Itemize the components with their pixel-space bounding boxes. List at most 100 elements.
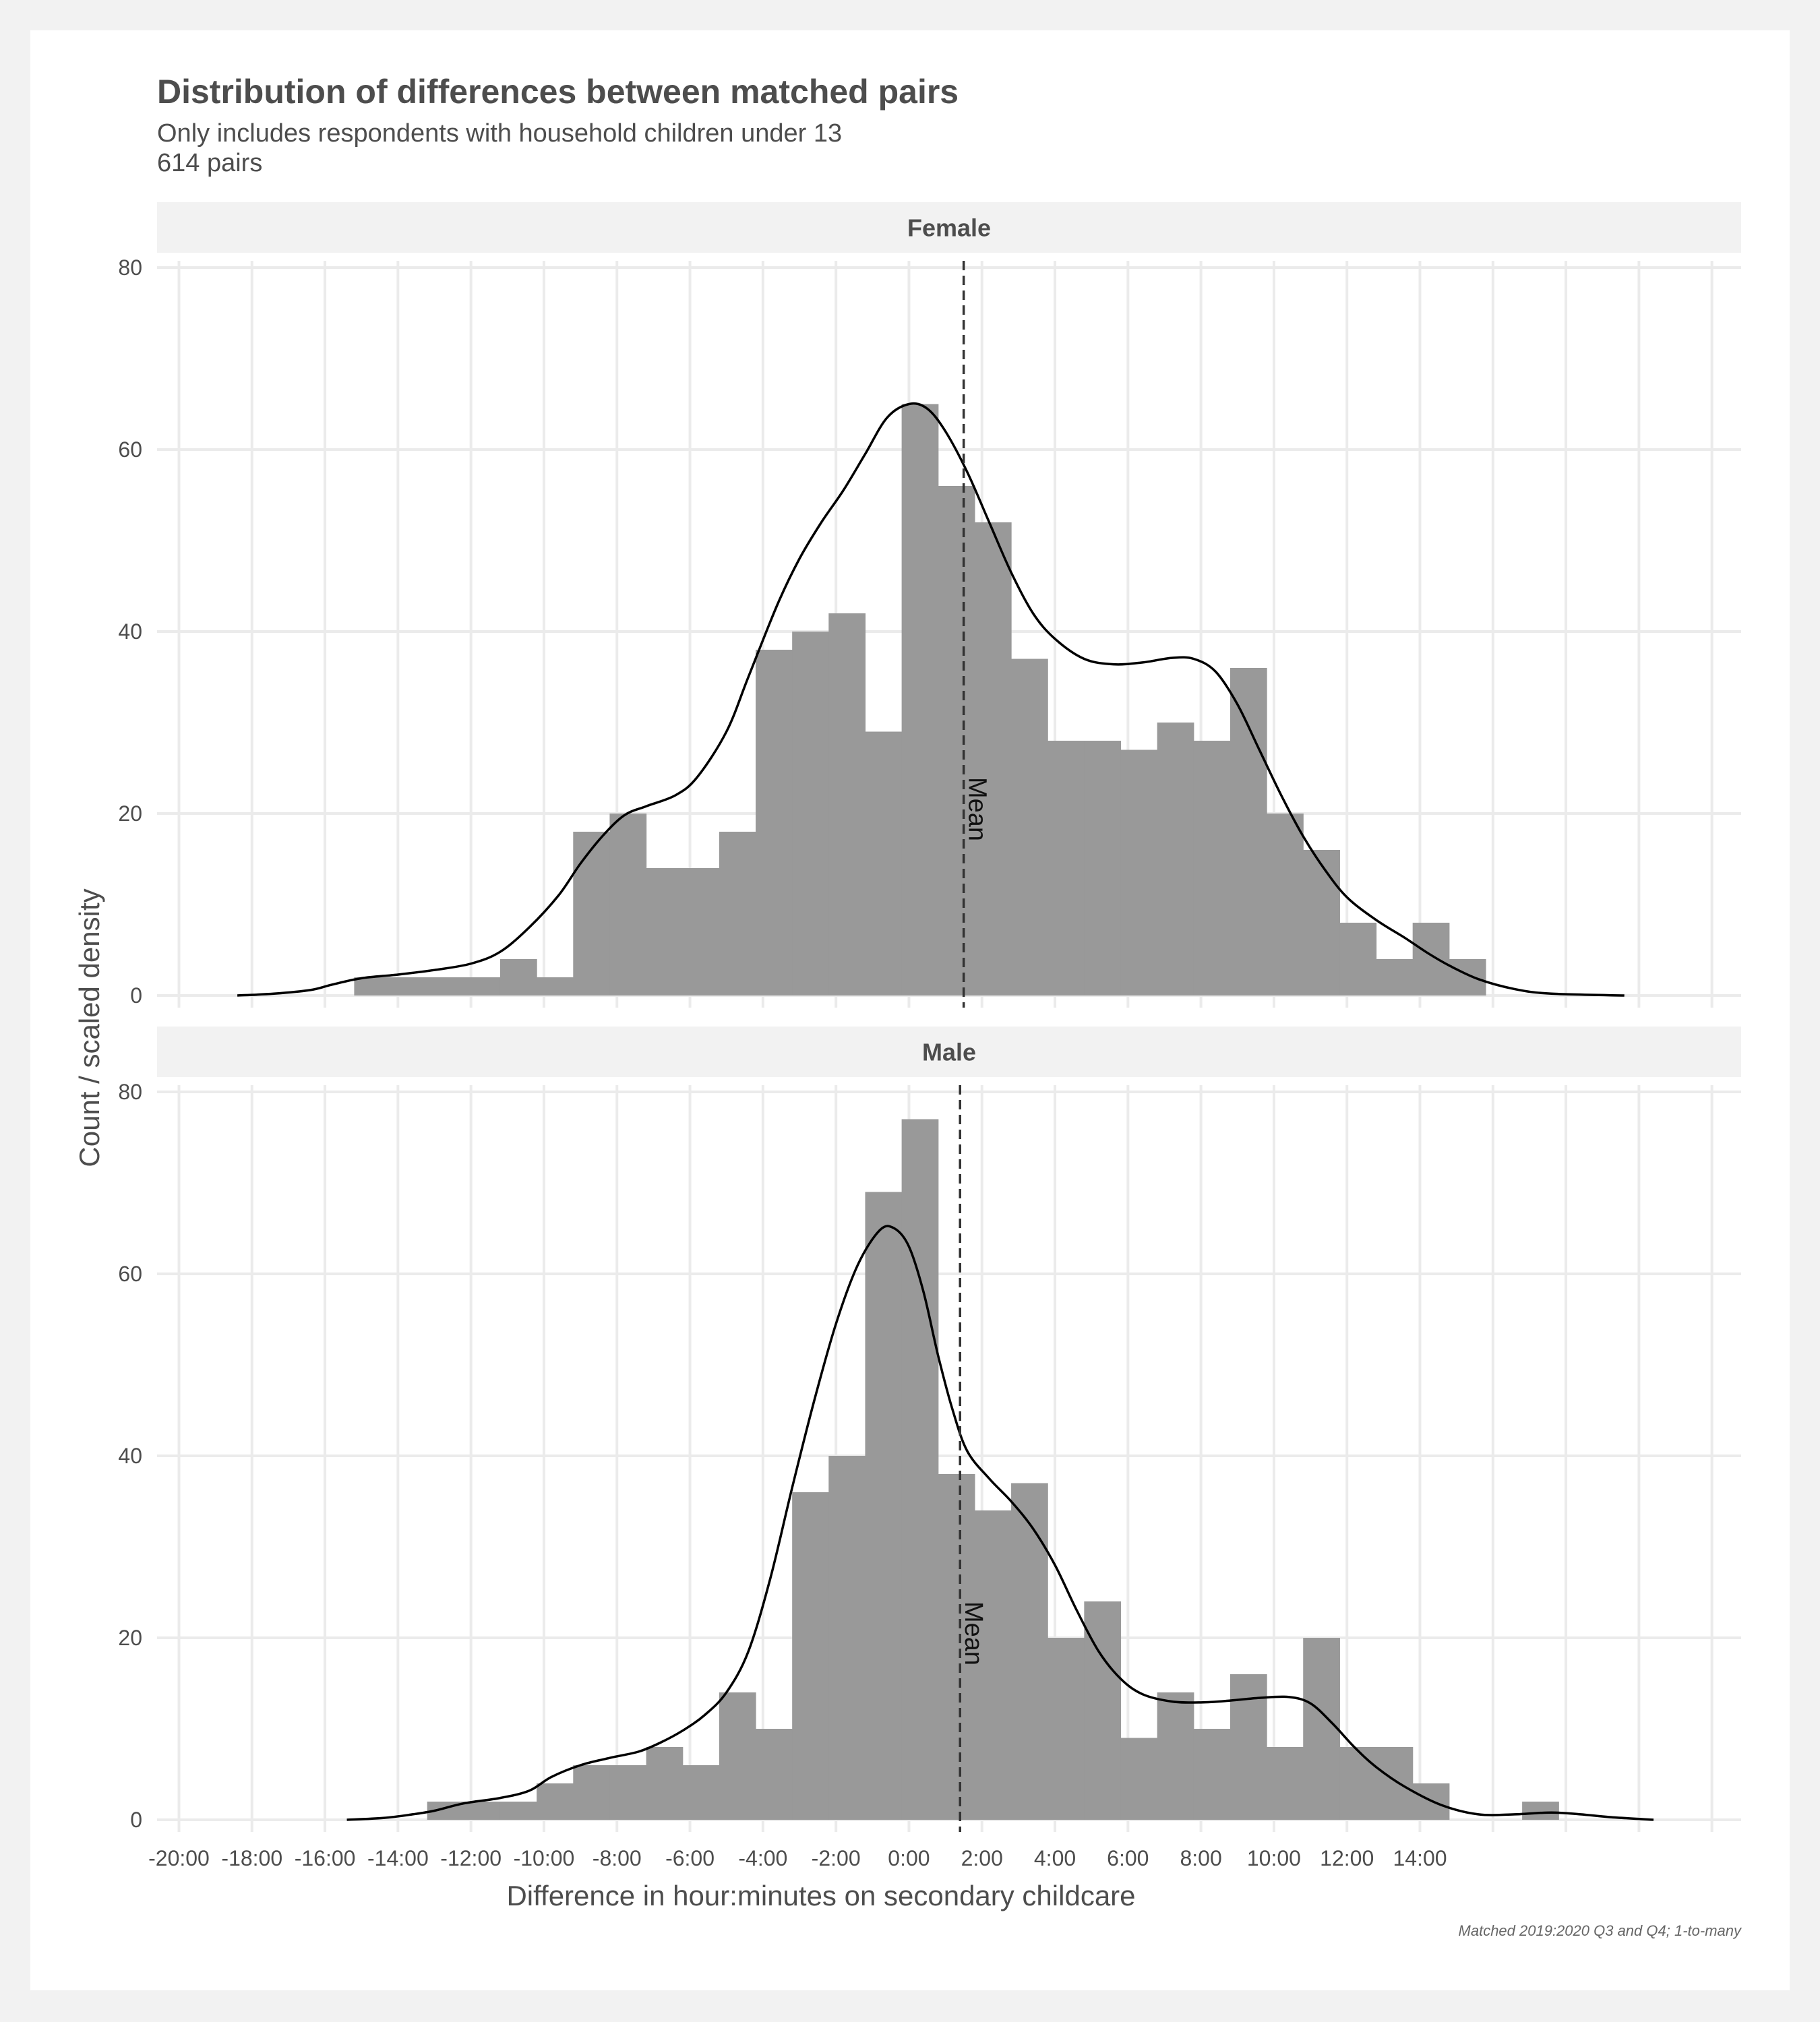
histogram-bar [756,650,793,995]
histogram-bar [1084,741,1122,995]
histogram-bar [938,1474,975,1820]
chart-card: Distribution of differences between matc… [30,30,1790,1990]
x-tick-label: 2:00 [961,1846,1003,1870]
histogram-bar [901,1119,939,1820]
x-tick-label: 8:00 [1180,1846,1221,1870]
chart-caption: Matched 2019:2020 Q3 and Q4; 1-to-many [1459,1922,1742,1939]
facet-label-female: Female [907,214,991,242]
histogram-bar [537,977,574,995]
x-tick-label: -8:00 [593,1846,642,1870]
facet-strip-female [157,202,1741,253]
histogram-bar [828,613,866,995]
density-curve-female [237,402,1625,997]
x-tick-label: -2:00 [812,1846,861,1870]
histogram-bar [573,1765,611,1820]
histogram-bar [792,1492,829,1820]
histogram-bar [609,814,647,995]
histogram-bar [682,1765,720,1820]
y-tick-label: 0 [130,983,142,1008]
x-tick-label: 0:00 [888,1846,930,1870]
x-tick-label: -4:00 [738,1846,787,1870]
x-tick-label: 14:00 [1393,1846,1447,1870]
x-tick-label: 6:00 [1107,1846,1149,1870]
x-axis-label: Difference in hour:minutes on secondary … [506,1880,1135,1911]
histogram-bar [1267,814,1304,995]
y-tick-label: 40 [118,619,142,644]
histogram-bar [1412,923,1450,995]
x-tick-label: -6:00 [665,1846,715,1870]
histogram-bar [1011,1483,1048,1820]
y-tick-label: 80 [118,1080,142,1104]
y-tick-label: 20 [118,1626,142,1650]
histogram-bar [719,832,756,995]
chart-subtitle-line-1: Only includes respondents with household… [157,119,842,148]
histogram-bar [1303,1638,1340,1820]
histogram-bar [938,486,975,995]
x-tick-label: -10:00 [514,1846,575,1870]
histogram-bar [865,731,903,995]
y-tick-label: 20 [118,801,142,826]
histogram-bar [1303,850,1340,995]
histogram-bar [1522,1802,1559,1820]
histogram-bar [1267,1747,1304,1820]
histogram-bar [1193,1729,1231,1820]
x-tick-label: 4:00 [1034,1846,1076,1870]
y-tick-label: 80 [118,255,142,280]
histogram-bar [1157,723,1194,995]
histogram-bar [1339,1747,1377,1820]
facet-label-male: Male [922,1039,976,1066]
histogram-bar [974,1510,1012,1820]
x-tick-label: -12:00 [440,1846,502,1870]
histogram-bar [463,1802,501,1820]
histogram-bar [1230,1674,1267,1820]
histogram-bar [974,522,1012,995]
y-axis-label: Count / scaled density [73,888,105,1167]
histogram-bar [1376,1747,1414,1820]
histogram-bar [1011,658,1048,995]
histogram-bar [1157,1692,1194,1820]
histogram-bar [354,977,392,995]
mean-label-female: Mean [963,777,992,841]
histogram-bar [646,1747,684,1820]
histogram-bar [537,1783,574,1820]
histogram-bar [646,868,684,995]
x-tick-label: -16:00 [295,1846,356,1870]
histogram-bar [1193,741,1231,995]
panel-male: Male 0 20 40 60 80 Mean [118,1027,1741,1832]
histogram-bar [463,977,501,995]
histogram-bar [609,1765,647,1820]
x-axis: -20:00 -18:00 -16:00 -14:00 -12:00 -10:00 -8:0… [148,1846,1447,1870]
mean-label-male: Mean [959,1601,988,1665]
y-tick-label: 60 [118,437,142,462]
facet-strip-male [157,1027,1741,1077]
histogram-bar [499,959,537,995]
histogram-bar [1230,668,1267,995]
x-tick-label: -18:00 [221,1846,282,1870]
histogram-bar [792,632,829,995]
histogram-bar [390,977,428,995]
histogram-bar [499,1802,537,1820]
y-tick-label: 0 [130,1808,142,1832]
histogram-bar [573,832,611,995]
histogram-bar [719,1692,756,1820]
x-tick-label: 12:00 [1320,1846,1374,1870]
panel-female: Female 0 20 40 60 80 Mean [118,202,1741,1008]
density-curve-male [346,1225,1654,1821]
histogram-bar [1048,1638,1085,1820]
x-tick-label: 10:00 [1247,1846,1301,1870]
histogram-bar [1339,923,1377,995]
histogram-bar [756,1729,793,1820]
histogram-bar [1120,1738,1158,1820]
histogram-bar [1376,959,1414,995]
y-tick-label: 60 [118,1262,142,1286]
chart-subtitle-line-2: 614 pairs [157,149,262,177]
y-tick-label: 40 [118,1444,142,1468]
histogram-bar [682,868,720,995]
histogram-bar [865,1192,903,1820]
histogram-bar [1048,741,1085,995]
x-tick-label: -14:00 [367,1846,429,1870]
histogram-bar [901,404,939,995]
histogram-bar [1120,749,1158,995]
chart-canvas: Distribution of differences between matc… [73,73,1742,1939]
histogram-bar [828,1456,866,1820]
